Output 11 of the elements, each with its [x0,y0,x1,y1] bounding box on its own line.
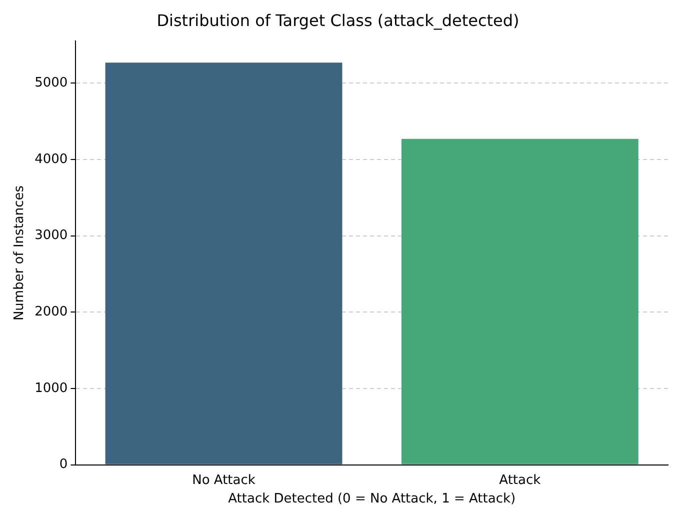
y-tick-label: 1000 [34,380,68,396]
y-axis-title: Number of Instances [12,185,28,321]
x-tick-label: No Attack [192,472,256,488]
x-tick-label: Attack [499,472,542,488]
y-tick-label: 5000 [34,76,68,91]
y-tick-label: 2000 [34,304,68,320]
x-axis-title: Attack Detected (0 = No Attack, 1 = Attack) [228,492,516,507]
y-tick-label: 4000 [34,152,68,167]
chart-title: Distribution of Target Class (attack_detected) [156,10,520,30]
y-tick-label: 3000 [34,228,68,244]
y-tick-label: 0 [59,457,68,472]
